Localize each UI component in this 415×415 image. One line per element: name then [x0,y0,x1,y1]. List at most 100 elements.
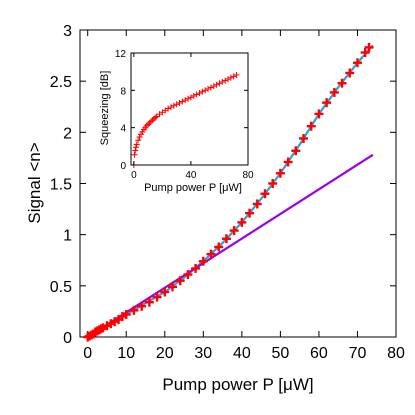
inset-data-point [185,95,192,102]
inset-data-point [182,97,189,104]
main-data-point [183,270,193,280]
main-x-tick-label: 50 [271,345,289,362]
main-data-point [260,189,270,199]
inset-data-point [152,114,159,121]
main-y-tick-label: 3 [63,23,72,40]
main-data-point [129,305,139,315]
main-series-line [87,153,374,338]
main-y-tick-label: 2.5 [50,74,72,91]
inset-y-tick-label: 12 [115,49,127,60]
main-x-tick-label: 0 [83,345,92,362]
main-y-tick-label: 2 [63,125,72,142]
inset-data-point [133,141,140,148]
main-data-point [291,146,301,156]
inset-data-point [179,98,186,105]
inset-data-point [147,118,154,125]
inset-data-point [230,73,237,80]
main-x-tick-label: 80 [387,345,405,362]
main-data-point [167,282,177,292]
main-data-point [352,58,362,68]
inset-data-point [143,122,150,129]
inset-data-point [205,85,212,92]
inset-data-point [210,83,217,90]
main-data-point [299,133,309,143]
inset-plot-frame [130,52,249,166]
inset-y-tick-label: 0 [120,161,126,172]
main-x-tick-label: 40 [233,345,251,362]
main-data-point [337,78,347,88]
inset-data-point [207,84,214,91]
inset-data-point [213,81,220,88]
main-data-point [229,226,239,236]
inset-data-point [227,74,234,81]
inset-y-axis-title: Squeezing [dB] [99,71,111,146]
inset-data-point [146,120,153,126]
inset-series [130,71,240,168]
main-x-tick-label: 10 [117,345,135,362]
main-data-point [160,287,170,297]
main-data-point [214,242,224,252]
main-x-tick-label: 70 [349,345,367,362]
inset-x-tick-label: 80 [242,170,254,181]
main-data-point [237,217,247,227]
main-data-point [191,263,201,273]
main-data-point [329,87,339,97]
main-data-point [364,42,374,52]
inset-data-point [132,147,139,154]
main-y-tick-label: 0 [63,330,72,347]
main-data-point [137,301,147,311]
inset-x-axis-title: Pump power P [μW] [144,182,242,194]
main-y-tick-label: 1 [63,228,72,245]
main-x-tick-label: 60 [310,345,328,362]
main-data-point [152,292,162,302]
inset-data-point [233,71,240,78]
main-data-point [221,234,231,244]
main-data-point [245,208,255,218]
main-x-axis-title: Pump power P [μW] [162,375,313,394]
main-data-point [275,168,285,178]
inset-data-point [202,87,209,94]
main-data-point [206,249,216,259]
inset-data-point [131,151,138,158]
main-data-point [306,121,316,131]
main-data-point [252,199,262,209]
inset-data-point [136,134,143,140]
main-data-point [198,256,208,266]
main-series [83,42,374,342]
main-data-point [283,157,293,167]
inset-data-point [222,77,229,84]
main-y-axis-title: Signal <n> [25,142,44,223]
inset-y-tick-label: 4 [120,124,126,135]
main-data-point [314,109,324,119]
main-y-tick-label: 0.5 [50,279,72,296]
main-data-point [322,98,332,108]
inset-x-tick-label: 40 [185,170,197,181]
inset-data-point [167,104,174,111]
inset-data-point [216,80,223,87]
main-data-point [268,179,278,188]
inset-data-point [132,144,139,151]
main-data-point [175,276,185,286]
inset-data-point [196,90,203,97]
inset-data-point [176,99,183,106]
inset-data-point [149,117,156,124]
main-x-tick-label: 20 [156,345,174,362]
inset-data-point [173,101,180,108]
inset-ticks: 0 40 80 0 4 8 12 [115,49,254,181]
main-series-line [87,44,374,338]
inset-data-point [199,88,206,95]
inset-x-tick-label: 0 [131,170,137,181]
inset-data-point [193,91,200,98]
main-x-tick-label: 30 [194,345,212,362]
inset-data-point [187,94,194,101]
inset-y-tick-label: 8 [120,86,126,97]
main-y-tick-label: 1.5 [50,177,72,194]
main-data-point [345,68,355,78]
main-data-point [144,297,154,307]
inset-data-point [170,102,177,109]
main-data-point [121,309,131,319]
inset-data-point [165,105,172,112]
inset-plot-background [131,53,248,165]
